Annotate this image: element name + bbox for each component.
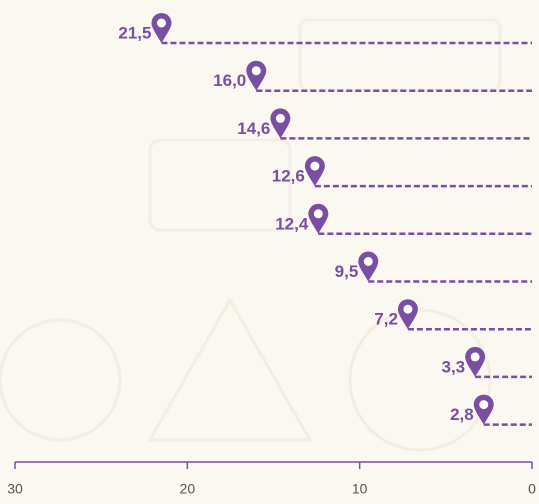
x-tick-label: 0 [528,481,536,497]
pin-hole [362,256,374,267]
lollipop [151,13,532,45]
value-label: 12,4 [275,214,309,233]
value-label: 2,8 [450,405,474,424]
value-label: 12,6 [272,167,305,186]
value-label: 14,6 [237,119,270,138]
lollipop [397,299,532,331]
lollipop [358,251,532,283]
x-tick-label: 10 [352,481,368,497]
pin-hole [312,208,324,220]
value-label: 16,0 [213,71,246,90]
x-tick-label: 30 [7,481,23,497]
pin-hole [155,17,167,29]
lollipop [270,108,532,140]
lollipop [473,394,532,426]
pin-hole [402,303,414,315]
pin-hole [309,160,321,172]
pin-hole [250,65,262,77]
value-label: 9,5 [335,262,359,281]
lollipop [246,60,532,92]
value-label: 7,2 [374,310,398,329]
pin-hole [274,112,286,124]
value-label: 21,5 [118,23,151,42]
lollipop [308,203,532,236]
value-label: 3,3 [441,357,465,376]
lollipop [465,346,532,379]
lollipop [304,156,532,188]
background-stamps [0,18,502,452]
pin-hole [469,351,481,363]
pin-hole [478,399,490,411]
x-tick-label: 20 [180,481,196,497]
